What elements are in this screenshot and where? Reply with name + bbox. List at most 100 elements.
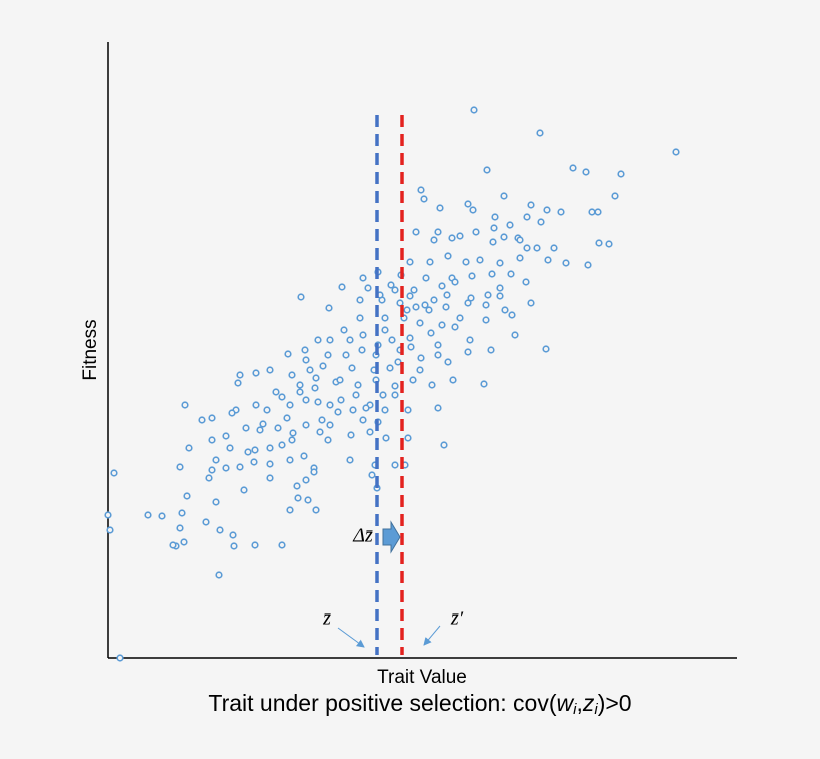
x-axis-label: Trait Value <box>377 667 467 688</box>
point <box>212 456 220 464</box>
point <box>434 228 442 236</box>
point <box>349 406 357 414</box>
point <box>381 314 389 322</box>
point <box>501 306 509 314</box>
point <box>228 409 236 417</box>
point <box>491 213 499 221</box>
point <box>412 228 420 236</box>
point <box>434 351 442 359</box>
point <box>672 148 680 156</box>
point <box>326 421 334 429</box>
point <box>434 341 442 349</box>
point <box>236 463 244 471</box>
point <box>314 336 322 344</box>
point <box>183 492 191 500</box>
point <box>404 406 412 414</box>
point <box>208 466 216 474</box>
point <box>537 218 545 226</box>
point <box>406 334 414 342</box>
point <box>595 239 603 247</box>
point <box>496 259 504 267</box>
point <box>340 326 348 334</box>
point <box>381 406 389 414</box>
point <box>266 460 274 468</box>
point <box>391 461 399 469</box>
point <box>451 278 459 286</box>
mean-label: z̄ <box>322 608 331 630</box>
point <box>266 444 274 452</box>
point <box>289 429 297 437</box>
point <box>507 270 515 278</box>
point <box>391 286 399 294</box>
point <box>302 356 310 364</box>
point <box>278 541 286 549</box>
point <box>444 252 452 260</box>
point <box>116 654 124 662</box>
point <box>226 444 234 452</box>
point <box>274 424 282 432</box>
point <box>326 401 334 409</box>
point <box>584 261 592 269</box>
point <box>466 336 474 344</box>
point <box>417 354 425 362</box>
point <box>427 329 435 337</box>
point <box>198 416 206 424</box>
point <box>286 506 294 514</box>
point <box>543 206 551 214</box>
point <box>527 201 535 209</box>
point <box>500 233 508 241</box>
point <box>523 213 531 221</box>
point <box>406 292 414 300</box>
point <box>259 420 267 428</box>
point <box>442 303 450 311</box>
point <box>472 228 480 236</box>
point <box>202 518 210 526</box>
point <box>362 404 370 412</box>
point <box>438 321 446 329</box>
point <box>169 541 177 549</box>
point <box>387 281 395 289</box>
point <box>464 299 472 307</box>
point <box>562 259 570 267</box>
point <box>326 336 334 344</box>
point <box>511 331 519 339</box>
point <box>407 343 415 351</box>
point <box>144 511 152 519</box>
mean-pointer <box>423 625 441 646</box>
point <box>208 436 216 444</box>
point <box>288 436 296 444</box>
point <box>448 234 456 242</box>
point <box>283 414 291 422</box>
point <box>304 496 312 504</box>
point <box>342 351 350 359</box>
y-axis-label: Fitness <box>80 319 101 380</box>
point <box>319 362 327 370</box>
point <box>482 301 490 309</box>
point <box>318 416 326 424</box>
point <box>516 254 524 262</box>
point <box>346 456 354 464</box>
point <box>420 195 428 203</box>
point <box>394 358 402 366</box>
point <box>208 414 216 422</box>
point <box>252 369 260 377</box>
point <box>496 292 504 300</box>
point <box>312 506 320 514</box>
point <box>379 391 387 399</box>
point <box>272 388 280 396</box>
point <box>410 286 418 294</box>
point <box>359 416 367 424</box>
point <box>215 571 223 579</box>
point <box>337 396 345 404</box>
point <box>527 299 535 307</box>
point <box>104 511 112 519</box>
point <box>359 274 367 282</box>
point <box>300 452 308 460</box>
point <box>306 366 314 374</box>
shift-label: Δz̄ <box>352 525 373 547</box>
point <box>536 129 544 137</box>
point <box>310 468 318 476</box>
point <box>334 408 342 416</box>
mean-lines <box>375 115 404 655</box>
